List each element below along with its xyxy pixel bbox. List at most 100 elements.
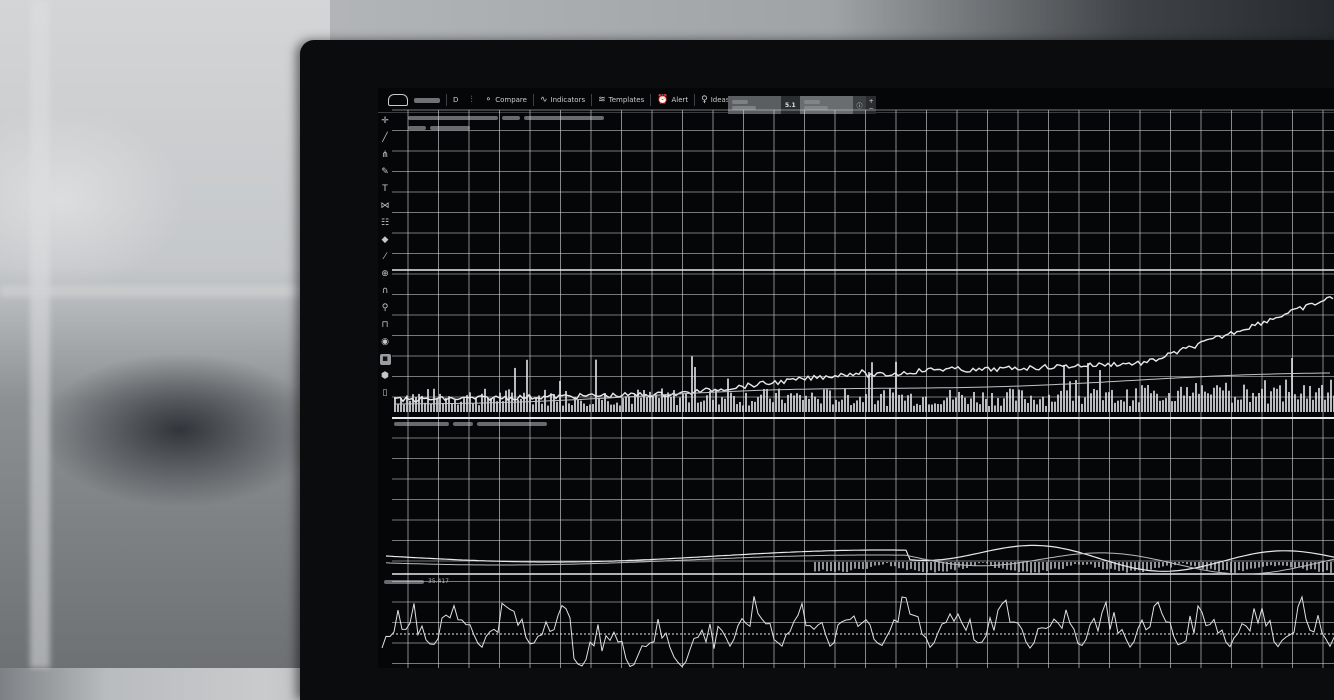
info-icon[interactable]: ⓘ	[852, 96, 867, 114]
histogram-bar	[1214, 562, 1216, 571]
volume-bar	[598, 397, 600, 412]
volume-bar	[535, 397, 537, 412]
volume-bar	[403, 404, 405, 412]
histogram-bar	[1014, 562, 1016, 571]
plus-icon[interactable]: +	[868, 98, 874, 105]
minus-icon[interactable]: −	[868, 105, 874, 112]
quantity-stepper[interactable]: + −	[866, 96, 876, 114]
volume-bar	[1282, 401, 1284, 412]
volume-bar	[1252, 392, 1254, 412]
volume-bar	[1279, 385, 1281, 412]
volume-bar	[1207, 393, 1209, 412]
volume-bar	[1231, 402, 1233, 412]
volume-bar	[1153, 390, 1155, 412]
buy-sell-panel: 5.1 ⓘ + −	[728, 96, 876, 114]
compare-button[interactable]: ⚬ Compare	[479, 95, 533, 105]
volume-bar	[706, 395, 708, 412]
volume-bar	[1075, 380, 1077, 412]
volume-bar	[1042, 396, 1044, 412]
volume-bar	[697, 402, 699, 412]
histogram-bar	[1266, 562, 1268, 566]
volume-bar	[979, 404, 981, 412]
histogram-bar	[1002, 562, 1004, 569]
histogram-bar	[1134, 562, 1136, 571]
histogram-bar	[1242, 562, 1244, 572]
volume-bar	[1033, 399, 1035, 412]
volume-bar	[907, 395, 909, 412]
volume-bar	[1045, 405, 1047, 412]
volume-bar	[715, 389, 717, 412]
histogram-bar	[1086, 562, 1088, 565]
magnet-icon[interactable]: ∩	[381, 286, 389, 296]
volume-bar	[409, 400, 411, 412]
volume-bar	[682, 394, 684, 412]
histogram-bar	[1270, 562, 1272, 566]
volume-bar	[1144, 387, 1146, 412]
volume-bar	[841, 399, 843, 412]
volume-legend	[408, 126, 470, 130]
volume-bar	[415, 397, 417, 412]
alert-button[interactable]: ⏰ Alert	[651, 95, 694, 105]
trash-icon[interactable]: ▪	[379, 354, 391, 365]
volume-bar	[1117, 400, 1119, 412]
buy-button[interactable]	[800, 96, 853, 114]
volume-bar	[673, 390, 675, 412]
shape-icon[interactable]: ◆	[381, 235, 389, 245]
timeframe-button[interactable]: D	[447, 96, 464, 104]
histogram-bar	[1166, 562, 1168, 566]
lock-icon[interactable]: ⚲	[381, 303, 389, 313]
templates-button[interactable]: ≋ Templates	[592, 95, 650, 105]
ruler-icon[interactable]: ⁄	[384, 252, 386, 262]
volume-bar	[484, 388, 486, 412]
volume-bar	[628, 396, 630, 412]
volume-bar	[721, 397, 723, 412]
indicators-button[interactable]: ∿ Indicators	[534, 95, 591, 105]
volume-bar	[1297, 399, 1299, 412]
volume-bar	[910, 393, 912, 412]
volume-bar	[883, 390, 885, 412]
symbol-search[interactable]	[408, 97, 446, 103]
volume-bar	[847, 394, 849, 412]
volume-bar	[1330, 379, 1332, 412]
volume-bar	[1237, 399, 1239, 412]
zoom-icon[interactable]: ⊕	[381, 269, 389, 279]
hide-icon[interactable]: ▯	[382, 388, 388, 398]
histogram-bar	[1234, 562, 1236, 573]
histogram-bar	[1094, 562, 1096, 568]
volume-bar	[1240, 399, 1242, 412]
volume-bar	[679, 397, 681, 412]
toolbar-divider	[591, 94, 593, 106]
volume-bar	[622, 398, 624, 412]
volume-bar	[889, 388, 891, 412]
trend-line-icon[interactable]: ╱	[382, 133, 388, 143]
sell-button[interactable]	[728, 96, 781, 114]
volume-bar	[1171, 401, 1173, 412]
bar-style-button[interactable]: ⫶	[464, 95, 478, 105]
price-chart[interactable]	[378, 88, 1334, 668]
histogram-bar	[862, 562, 864, 570]
text-icon[interactable]: T	[382, 184, 388, 194]
compare-label: Compare	[495, 96, 527, 104]
unlock-icon[interactable]: ⊓	[381, 320, 389, 330]
histogram-bar	[1186, 562, 1188, 565]
brush-icon[interactable]: ✎	[381, 167, 389, 177]
histogram-bar	[1062, 562, 1064, 569]
volume-bar	[475, 397, 477, 412]
pitchfork-icon[interactable]: ⋔	[381, 150, 389, 160]
volume-bar	[1258, 393, 1260, 412]
histogram-bar	[1034, 562, 1036, 573]
histogram-bar	[1122, 562, 1124, 571]
volume-bar	[604, 393, 606, 412]
layers-icon[interactable]: ⬢	[381, 371, 389, 381]
histogram-bar	[886, 562, 888, 563]
eye-icon[interactable]: ◉	[381, 337, 389, 347]
volume-bar	[880, 393, 882, 412]
volume-bar	[964, 397, 966, 412]
volume-bar	[397, 403, 399, 412]
histogram-bar	[878, 562, 880, 566]
fib-icon[interactable]: ☷	[380, 218, 390, 228]
volume-bar	[1318, 387, 1320, 412]
volume-bar	[1084, 397, 1086, 412]
pattern-icon[interactable]: ⋈	[380, 201, 390, 211]
crosshair-icon[interactable]: ✛	[381, 116, 389, 126]
